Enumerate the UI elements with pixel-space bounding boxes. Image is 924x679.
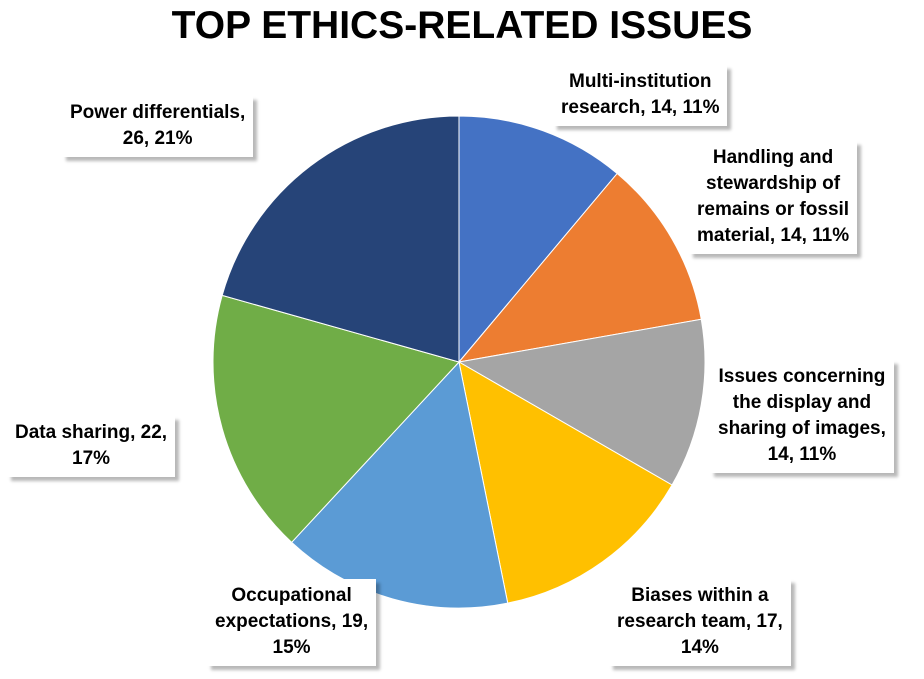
data-label-6: Data sharing, 22, 17% <box>7 416 176 477</box>
data-label-line: sharing of images, <box>718 418 886 439</box>
data-label-line: 14, 11% <box>767 444 837 465</box>
data-label-line: 26, 21% <box>122 128 193 149</box>
data-label-line: Handling and <box>712 147 834 168</box>
chart-title: TOP ETHICS-RELATED ISSUES <box>171 4 753 47</box>
data-label-line: Occupational <box>231 585 352 606</box>
data-label-3: Issues concerning the display and sharing … <box>710 360 894 473</box>
data-label-line: 15% <box>272 637 311 658</box>
pie-slice-5 <box>290 360 509 609</box>
data-label-line: the display and <box>732 392 872 413</box>
data-label-line: 14% <box>680 637 719 658</box>
data-label-line: stewardship of <box>706 173 841 194</box>
data-label-line: 17% <box>72 448 111 469</box>
data-label-line: research team, 17, <box>617 611 783 632</box>
data-label-5: Occupational expectations, 19, 15% <box>207 579 377 666</box>
data-label-7: Power differentials, 26, 21% <box>62 96 254 157</box>
data-label-line: remains or fossil <box>697 199 850 220</box>
pie-slice-4 <box>458 361 673 604</box>
data-label-1: Multi-institution research, 14, 11% <box>553 65 728 126</box>
data-label-line: Biases within a <box>631 585 769 606</box>
pie-slice-2 <box>457 172 702 363</box>
pie-slice-7 <box>221 115 460 363</box>
pie-slice-3 <box>457 318 706 486</box>
data-label-line: expectations, 19, <box>215 611 369 632</box>
data-label-line: Issues concerning <box>718 366 886 387</box>
data-label-2: Handling and stewardship of remains or fos… <box>689 141 858 254</box>
data-label-line: Multi-institution <box>569 71 712 92</box>
pie-slice-1 <box>458 115 618 364</box>
data-label-4: Biases within a research team, 17, 14% <box>609 579 791 666</box>
data-label-line: Power differentials, <box>70 102 246 123</box>
data-label-line: Data sharing, 22, <box>15 422 168 443</box>
data-label-line: research, 14, 11% <box>561 97 720 118</box>
pie-slice-6 <box>212 294 460 544</box>
data-label-line: material, 14, 11% <box>697 225 850 246</box>
